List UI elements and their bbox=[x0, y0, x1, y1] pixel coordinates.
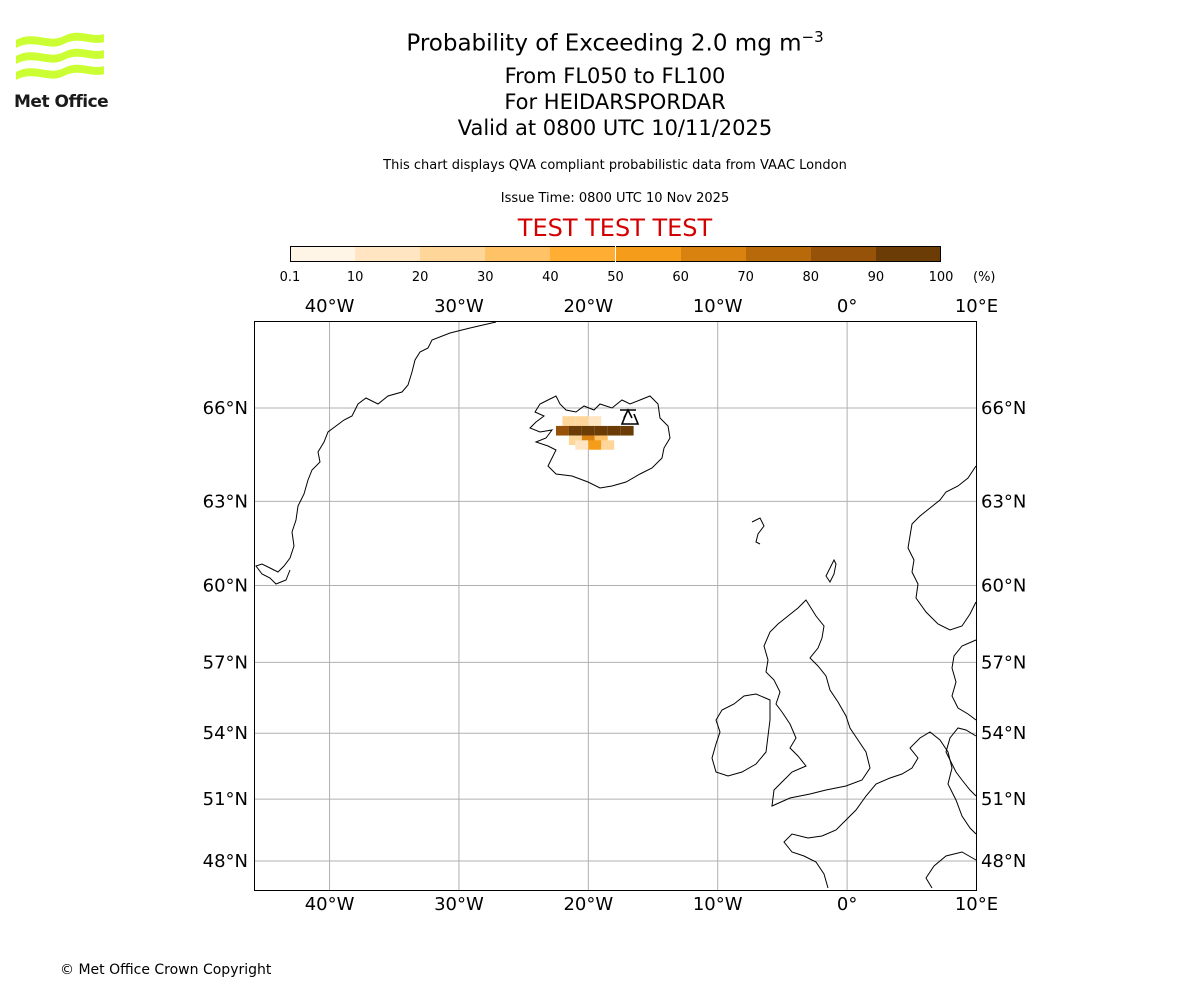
colorbar-tick-label: 100 bbox=[928, 270, 954, 285]
heatmap-cell bbox=[555, 425, 569, 436]
heatmap-cell bbox=[562, 416, 576, 426]
heatmap-cell bbox=[581, 435, 595, 446]
issue-time: Issue Time: 0800 UTC 10 Nov 2025 bbox=[500, 191, 730, 206]
coastline-denmark bbox=[945, 727, 977, 797]
latitude-label: 60°N bbox=[203, 575, 248, 596]
longitude-label: 30°W bbox=[434, 296, 484, 317]
colorbar-segment bbox=[485, 246, 551, 262]
colorbar-tick-label: 90 bbox=[867, 270, 885, 285]
copyright: © Met Office Crown Copyright bbox=[60, 962, 272, 978]
colorbar-tick-label: 20 bbox=[411, 270, 429, 285]
met-office-logo bbox=[16, 32, 104, 80]
volcano-name: For HEIDARSPORDAR bbox=[504, 90, 726, 114]
colorbar-tick-label: 0.1 bbox=[279, 270, 301, 285]
colorbar-unit: (%) bbox=[973, 270, 996, 285]
probability-heatmap bbox=[555, 416, 634, 450]
latitude-label: 51°N bbox=[981, 789, 1026, 810]
coastline-shetland bbox=[825, 558, 837, 583]
latitude-labels-left: 66°N 63°N 60°N 57°N 54°N 51°N 48°N bbox=[203, 398, 248, 872]
latitude-label: 57°N bbox=[203, 652, 248, 673]
colorbar-segment bbox=[875, 246, 941, 262]
heatmap-cell bbox=[601, 440, 615, 450]
map-frame bbox=[254, 321, 977, 891]
longitude-label: 0° bbox=[837, 296, 857, 317]
colorbar-segment bbox=[420, 246, 486, 262]
latitude-label: 51°N bbox=[203, 789, 248, 810]
latitude-label: 63°N bbox=[981, 491, 1026, 512]
longitude-label: 40°W bbox=[305, 894, 355, 915]
heatmap-cell bbox=[588, 416, 602, 426]
longitude-label: 20°W bbox=[563, 296, 613, 317]
coastline-iceland bbox=[529, 395, 671, 489]
longitude-labels-top: 40°W 30°W 20°W 10°W 0° 10°E bbox=[305, 296, 998, 317]
longitude-label: 20°W bbox=[563, 894, 613, 915]
coastline-greenland bbox=[255, 321, 497, 585]
colorbar-tick-label: 10 bbox=[346, 270, 364, 285]
colorbar bbox=[290, 246, 941, 262]
test-banner: TEST TEST TEST bbox=[517, 214, 713, 242]
heatmap-cell bbox=[568, 435, 582, 446]
coastline-scandinavia-south bbox=[951, 639, 977, 721]
coastline-faroe bbox=[751, 517, 765, 545]
latitude-label: 48°N bbox=[981, 851, 1026, 872]
colorbar-segment bbox=[810, 246, 876, 262]
longitude-label: 10°W bbox=[693, 296, 743, 317]
colorbar-tick-label: 60 bbox=[672, 270, 689, 285]
latitude-label: 54°N bbox=[203, 723, 248, 744]
longitude-label: 10°W bbox=[693, 894, 743, 915]
colorbar-segment bbox=[745, 246, 811, 262]
heatmap-cell bbox=[594, 435, 608, 446]
latitude-label: 54°N bbox=[981, 723, 1026, 744]
latitude-label: 57°N bbox=[981, 652, 1026, 673]
colorbar-tick-label: 40 bbox=[542, 270, 559, 285]
latitude-label: 60°N bbox=[981, 575, 1026, 596]
coastline-norway bbox=[907, 465, 977, 631]
heatmap-cell bbox=[588, 440, 602, 450]
colorbar-tick-label: 70 bbox=[737, 270, 754, 285]
colorbar-segment bbox=[615, 246, 681, 262]
chart-title-exponent: −3 bbox=[801, 28, 824, 46]
latitude-label: 48°N bbox=[203, 851, 248, 872]
latitude-label: 63°N bbox=[203, 491, 248, 512]
heatmap-cell bbox=[607, 425, 621, 436]
colorbar-segment bbox=[680, 246, 746, 262]
valid-time: Valid at 0800 UTC 10/11/2025 bbox=[457, 116, 773, 140]
heatmap-cell bbox=[594, 425, 608, 436]
latitude-label: 66°N bbox=[981, 398, 1026, 419]
coastline-great-britain bbox=[763, 599, 871, 807]
longitude-labels-bottom: 40°W 30°W 20°W 10°W 0° 10°E bbox=[305, 894, 998, 915]
disclaimer-text: This chart displays QVA compliant probab… bbox=[383, 158, 847, 173]
chart-title: Probability of Exceeding 2.0 mg m−3 bbox=[0, 28, 1200, 57]
colorbar-segment bbox=[290, 246, 356, 262]
coastlines bbox=[255, 321, 977, 889]
colorbar-tick-label: 80 bbox=[802, 270, 820, 285]
coastline-continent bbox=[783, 731, 977, 889]
colorbar-tick-label: 30 bbox=[477, 270, 494, 285]
heatmap-cell bbox=[581, 425, 595, 436]
heatmap-cell bbox=[568, 425, 582, 436]
longitude-label: 40°W bbox=[305, 296, 355, 317]
latitude-label: 66°N bbox=[203, 398, 248, 419]
latitude-labels-right: 66°N 63°N 60°N 57°N 54°N 51°N 48°N bbox=[981, 398, 1026, 872]
colorbar-segment bbox=[550, 246, 616, 262]
graticule bbox=[254, 321, 977, 891]
colorbar-segment bbox=[355, 246, 421, 262]
heatmap-cell bbox=[575, 416, 589, 426]
longitude-label: 10°E bbox=[955, 296, 998, 317]
longitude-label: 0° bbox=[837, 894, 857, 915]
colorbar-tick-label: 50 bbox=[607, 270, 624, 285]
heatmap-cell bbox=[575, 440, 589, 450]
coastline-ireland bbox=[711, 693, 771, 777]
met-office-logo-text: Met Office bbox=[14, 92, 109, 112]
longitude-label: 10°E bbox=[955, 894, 998, 915]
volcano-icon bbox=[620, 408, 640, 425]
longitude-label: 30°W bbox=[434, 894, 484, 915]
met-office-wave-icon bbox=[16, 32, 104, 80]
flight-level-range: From FL050 to FL100 bbox=[504, 64, 726, 88]
chart-title-text: Probability of Exceeding 2.0 mg m bbox=[406, 30, 802, 57]
heatmap-cell bbox=[620, 425, 634, 436]
